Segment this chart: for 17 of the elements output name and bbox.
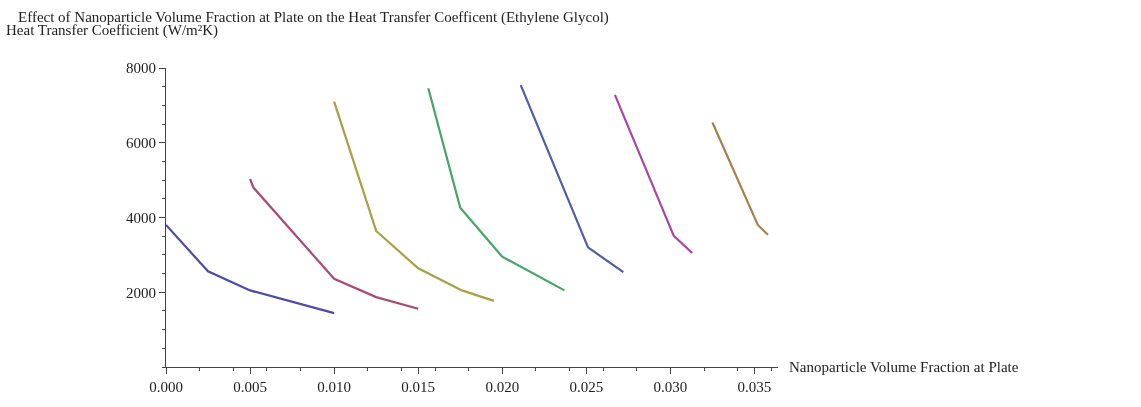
line-series	[427, 87, 566, 292]
y-tick-label: 6000	[126, 135, 156, 151]
y-tick-label: 4000	[126, 209, 156, 226]
x-axis-title: Nanoparticle Volume Fraction at Plate	[789, 359, 1019, 375]
x-tick-label: 0.015	[401, 379, 436, 395]
x-tick-label: 0.005	[233, 379, 267, 395]
line-series	[166, 223, 336, 315]
y-tick-label: 2000	[126, 284, 156, 301]
x-tick-label: 0.010	[317, 379, 352, 395]
x-tick-label: 0.020	[485, 379, 520, 395]
line-series	[333, 100, 495, 302]
x-tick-label: 0.000	[149, 379, 183, 395]
x-tick-label: 0.025	[569, 379, 604, 395]
line-series	[248, 177, 420, 310]
x-tick-label: 0.035	[737, 379, 772, 395]
y-tick-label: 8000	[126, 60, 156, 77]
x-tick-label: 0.030	[653, 379, 688, 395]
